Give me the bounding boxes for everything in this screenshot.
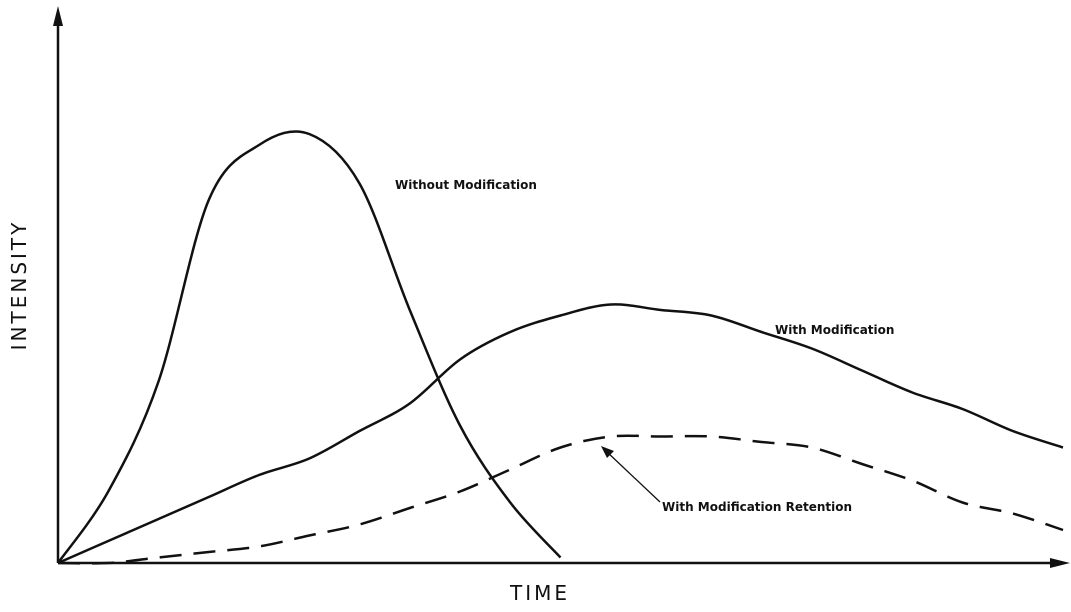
- annotation-arrowhead: [601, 446, 614, 458]
- series-label: With Modification Retention: [662, 500, 852, 514]
- series-label: With Modification: [775, 323, 894, 337]
- series-label: Without Modification: [395, 178, 537, 192]
- series-line: [57, 434, 1064, 565]
- series-line: [56, 130, 562, 564]
- x-axis-arrow: [1050, 558, 1070, 568]
- annotation-arrow: [605, 450, 661, 503]
- y-axis-arrow: [53, 6, 63, 26]
- series-line: [57, 303, 1064, 565]
- y-axis-label: INTENSITY: [7, 220, 31, 351]
- x-axis-label: TIME: [509, 581, 570, 605]
